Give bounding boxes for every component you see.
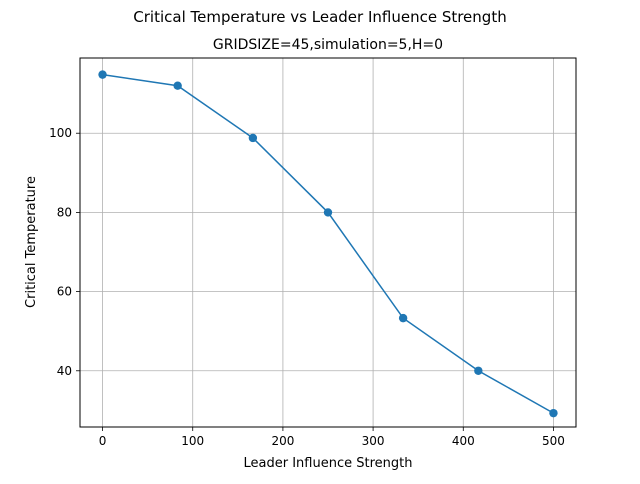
data-point (323, 208, 333, 217)
y-tick-label: 100 (49, 126, 72, 140)
y-tick-label: 80 (57, 205, 72, 219)
data-point (248, 133, 258, 143)
x-tick-label: 200 (271, 434, 294, 448)
plot-series (98, 70, 558, 418)
data-point (474, 366, 483, 375)
chart-title: GRIDSIZE=45,simulation=5,H=0 (213, 37, 443, 53)
x-tick-label: 500 (542, 434, 565, 448)
x-tick-label: 400 (452, 434, 475, 448)
y-tick-label: 40 (57, 364, 72, 378)
grid-lines (80, 58, 576, 427)
x-axis-label: Leader Influence Strength (244, 456, 413, 471)
x-tick-label: 100 (181, 434, 204, 448)
axis-ticks: 0 100 200 300 400 500 40 60 80 100 (49, 126, 565, 448)
data-point (398, 313, 408, 323)
plot-area-frame (79, 57, 577, 428)
x-tick-label: 300 (362, 434, 385, 448)
y-axis-label: Critical Temperature (24, 176, 39, 308)
data-point (173, 81, 182, 90)
data-point (549, 408, 558, 418)
x-tick-label: 0 (99, 434, 107, 448)
data-point (98, 70, 107, 79)
figure-suptitle: Critical Temperature vs Leader Influence… (133, 8, 506, 26)
y-tick-label: 60 (57, 285, 72, 299)
